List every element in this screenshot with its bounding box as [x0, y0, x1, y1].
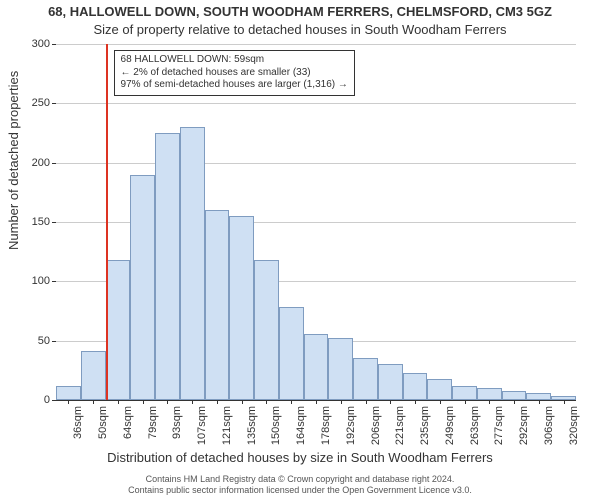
ytick-mark [52, 163, 56, 164]
ytick-mark [52, 281, 56, 282]
xtick-label: 178sqm [320, 406, 332, 445]
xtick-label: 79sqm [147, 406, 159, 439]
xtick-mark [564, 400, 565, 404]
histogram-bar [452, 386, 477, 400]
histogram-bar [180, 127, 205, 400]
xtick-label: 292sqm [518, 406, 530, 445]
xtick-label: 263sqm [469, 406, 481, 445]
xtick-mark [440, 400, 441, 404]
xtick-mark [341, 400, 342, 404]
histogram-bar [155, 133, 180, 400]
histogram-bar [279, 307, 304, 400]
histogram-bar [130, 175, 155, 400]
ytick-label: 150 [32, 216, 50, 228]
ytick-label: 300 [32, 38, 50, 50]
gridline [56, 163, 576, 164]
histogram-bar [106, 260, 131, 400]
footer-line-2: Contains public sector information licen… [0, 485, 600, 496]
xtick-mark [415, 400, 416, 404]
histogram-bar [328, 338, 353, 400]
xtick-mark [192, 400, 193, 404]
xtick-label: 277sqm [493, 406, 505, 445]
xtick-mark [266, 400, 267, 404]
xtick-mark [242, 400, 243, 404]
xtick-label: 249sqm [444, 406, 456, 445]
histogram-bar [205, 210, 230, 400]
xtick-label: 192sqm [345, 406, 357, 445]
xtick-mark [118, 400, 119, 404]
xtick-mark [514, 400, 515, 404]
ytick-label: 200 [32, 157, 50, 169]
ytick-mark [52, 103, 56, 104]
y-axis-label: Number of detached properties [6, 71, 21, 250]
xtick-label: 121sqm [221, 406, 233, 445]
reference-line [106, 44, 108, 400]
annotation-line: 68 HALLOWELL DOWN: 59sqm [121, 54, 348, 67]
xtick-mark [465, 400, 466, 404]
xtick-mark [68, 400, 69, 404]
x-axis-label: Distribution of detached houses by size … [0, 450, 600, 465]
xtick-mark [167, 400, 168, 404]
histogram-bar [477, 388, 502, 400]
histogram-bar [229, 216, 254, 400]
xtick-mark [143, 400, 144, 404]
ytick-label: 250 [32, 97, 50, 109]
ytick-label: 0 [44, 394, 50, 406]
histogram-bar [353, 358, 378, 400]
xtick-mark [291, 400, 292, 404]
xtick-mark [316, 400, 317, 404]
xtick-label: 50sqm [97, 406, 109, 439]
xtick-label: 36sqm [72, 406, 84, 439]
xtick-mark [489, 400, 490, 404]
annotation-box: 68 HALLOWELL DOWN: 59sqm← 2% of detached… [114, 50, 355, 96]
histogram-bar [526, 393, 551, 400]
gridline [56, 44, 576, 45]
annotation-line: 97% of semi-detached houses are larger (… [121, 79, 348, 92]
xtick-label: 320sqm [568, 406, 580, 445]
annotation-line: ← 2% of detached houses are smaller (33) [121, 67, 348, 80]
xtick-mark [390, 400, 391, 404]
footer: Contains HM Land Registry data © Crown c… [0, 474, 600, 496]
xtick-label: 150sqm [270, 406, 282, 445]
xtick-label: 107sqm [196, 406, 208, 445]
histogram-bar [304, 334, 329, 400]
histogram-bar [427, 379, 452, 400]
histogram-bar [378, 364, 403, 400]
xtick-label: 64sqm [122, 406, 134, 439]
chart-area: 05010015020025030036sqm50sqm64sqm79sqm93… [56, 44, 576, 400]
histogram-bar [56, 386, 81, 400]
histogram-bar [81, 351, 106, 400]
title-main: 68, HALLOWELL DOWN, SOUTH WOODHAM FERRER… [0, 4, 600, 19]
ytick-label: 50 [38, 335, 50, 347]
xtick-mark [366, 400, 367, 404]
histogram-bar [254, 260, 279, 400]
xtick-mark [217, 400, 218, 404]
xtick-label: 93sqm [171, 406, 183, 439]
xtick-label: 206sqm [370, 406, 382, 445]
ytick-mark [52, 44, 56, 45]
title-sub: Size of property relative to detached ho… [0, 22, 600, 37]
xtick-label: 306sqm [543, 406, 555, 445]
xtick-mark [539, 400, 540, 404]
ytick-label: 100 [32, 275, 50, 287]
footer-line-1: Contains HM Land Registry data © Crown c… [0, 474, 600, 485]
xtick-label: 221sqm [394, 406, 406, 445]
xtick-label: 164sqm [295, 406, 307, 445]
ytick-mark [52, 222, 56, 223]
xtick-label: 235sqm [419, 406, 431, 445]
histogram-bar [502, 391, 527, 400]
xtick-label: 135sqm [246, 406, 258, 445]
gridline [56, 103, 576, 104]
xtick-mark [93, 400, 94, 404]
ytick-mark [52, 341, 56, 342]
histogram-bar [403, 373, 428, 400]
